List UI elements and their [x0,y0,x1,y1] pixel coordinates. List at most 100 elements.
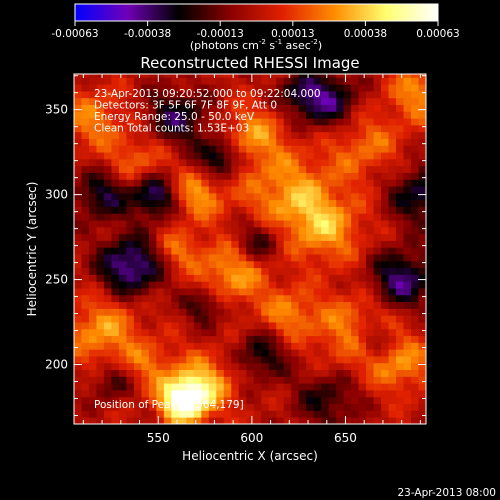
heatmap-cell [283,84,292,92]
heatmap-cell [276,328,285,337]
heatmap-cell [358,315,367,323]
heatmap-cell [246,417,255,424]
heatmap-cell [231,288,240,296]
heatmap-cell [298,233,307,241]
heatmap-cell [381,192,389,201]
heatmap-cell [291,138,300,146]
heatmap-cell [171,247,180,255]
heatmap-cell [118,390,127,398]
heatmap-cell [126,356,135,364]
heatmap-cell [96,376,105,384]
heatmap-cell [403,138,412,146]
heatmap-cell [321,383,330,391]
heatmap-cell [156,77,165,85]
heatmap-cell [373,294,382,303]
heatmap-cell [373,369,382,377]
heatmap-cell [366,308,374,316]
heatmap-cell [283,206,292,214]
heatmap-cell [268,410,277,418]
heatmap-cell [178,315,187,323]
heatmap-cell [358,240,367,248]
heatmap-cell [74,124,82,133]
heatmap-cell [118,111,127,119]
heatmap-cell [126,294,135,303]
heatmap-cell [96,226,105,235]
heatmap-cell [96,233,105,241]
heatmap-cell [366,104,374,112]
heatmap-cell [238,349,247,357]
heatmap-cell [268,254,277,262]
heatmap-cell [74,322,82,330]
heatmap-cell [366,179,374,187]
heatmap-cell [208,247,217,255]
heatmap-cell [358,206,367,214]
heatmap-cell [171,97,180,105]
heatmap-cell [111,260,120,269]
heatmap-cell [88,226,97,235]
heatmap-cell [186,158,195,167]
heatmap-cell [118,376,127,384]
heatmap-cell [118,213,127,221]
heatmap-cell [268,240,277,248]
heatmap-cell [118,322,127,330]
heatmap-cell [253,111,262,119]
heatmap-cell [141,152,150,160]
heatmap-cell [163,322,172,330]
heatmap-cell [336,233,345,241]
heatmap-cell [336,90,345,99]
heatmap-cell [223,233,232,241]
heatmap-cell [358,111,367,119]
heatmap-cell [418,138,426,146]
heatmap-cell [373,322,382,330]
heatmap-cell [223,220,232,228]
heatmap-cell [81,294,90,303]
heatmap-cell [223,356,232,364]
heatmap-cell [111,179,120,187]
heatmap-cell [126,247,135,255]
heatmap-cell [283,301,292,309]
heatmap-cell [223,247,232,255]
heatmap-cell [388,294,397,303]
heatmap-cell [358,274,367,282]
annotation-line: Clean Total counts: 1.53E+03 [94,123,249,135]
heatmap-cell [306,131,315,139]
heatmap-cell [388,90,397,99]
heatmap-cell [171,186,180,194]
heatmap-cell [418,172,426,180]
heatmap-cell [343,260,352,269]
heatmap-cell [343,158,352,167]
heatmap-cell [186,124,195,133]
heatmap-cell [351,118,359,126]
heatmap-cell [193,158,202,167]
heatmap-cell [411,315,419,323]
heatmap-cell [418,260,426,269]
heatmap-cell [88,294,97,303]
heatmap-cell [388,84,397,92]
heatmap-cell [103,138,112,146]
heatmap-cell [396,104,404,112]
heatmap-cell [418,206,426,214]
heatmap-cell [388,186,397,194]
heatmap-cell [156,342,165,350]
heatmap-cell [336,186,345,194]
heatmap-cell [126,417,135,424]
heatmap-cell [298,328,307,337]
heatmap-cell [373,335,382,343]
heatmap-cell [291,74,300,78]
heatmap-cell [328,417,337,424]
heatmap-cell [336,254,345,262]
heatmap-cell [178,247,187,255]
heatmap-cell [141,220,150,228]
heatmap-cell [223,158,232,167]
heatmap-cell [381,417,389,424]
heatmap-cell [268,186,277,194]
heatmap-cell [306,172,315,180]
heatmap-cell [141,322,150,330]
heatmap-cell [178,240,187,248]
heatmap-cell [238,308,247,316]
heatmap-cell [111,274,120,282]
heatmap-cell [343,138,352,146]
heatmap-cell [88,186,97,194]
heatmap-cell [246,335,255,343]
heatmap-cell [411,186,419,194]
